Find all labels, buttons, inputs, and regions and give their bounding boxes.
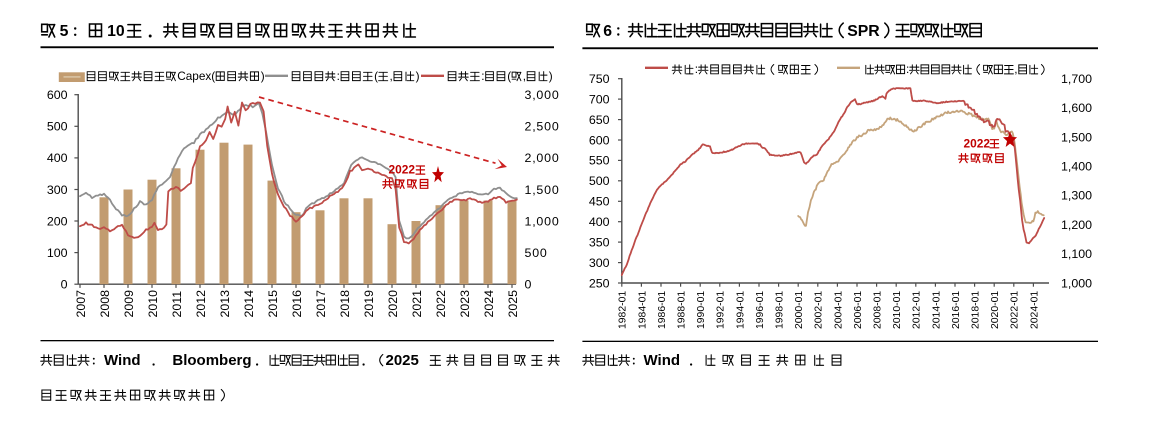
svg-text:1996-01: 1996-01 — [755, 291, 766, 329]
svg-text:2010: 2010 — [146, 290, 160, 318]
svg-text::: : — [481, 69, 484, 83]
svg-text:2023: 2023 — [458, 290, 472, 318]
svg-text:600: 600 — [47, 88, 68, 102]
svg-text:600: 600 — [589, 133, 610, 147]
svg-text:2014: 2014 — [242, 290, 256, 318]
svg-text:2013: 2013 — [218, 290, 232, 318]
svg-text:2016-01: 2016-01 — [951, 291, 962, 329]
svg-text:1,400: 1,400 — [1061, 160, 1092, 174]
svg-text:2024: 2024 — [482, 290, 496, 318]
svg-text:(: ( — [507, 69, 511, 83]
svg-text:2022-01: 2022-01 — [1010, 291, 1021, 329]
svg-text:2004-01: 2004-01 — [833, 291, 844, 329]
svg-text:550: 550 — [589, 154, 610, 168]
svg-text:1998-01: 1998-01 — [775, 291, 786, 329]
svg-text:Wind: Wind — [104, 352, 141, 369]
svg-text:10: 10 — [107, 23, 125, 40]
svg-text:2017: 2017 — [314, 290, 328, 318]
svg-text:2,000: 2,000 — [525, 151, 560, 165]
svg-text:350: 350 — [589, 235, 610, 249]
svg-text:1,700: 1,700 — [1061, 72, 1092, 86]
svg-text:2002-01: 2002-01 — [814, 291, 825, 329]
svg-text:3,000: 3,000 — [525, 88, 560, 102]
svg-text:500: 500 — [47, 120, 68, 134]
svg-text:2022: 2022 — [389, 163, 416, 177]
svg-text:2019: 2019 — [362, 290, 376, 318]
svg-text:5: 5 — [60, 23, 69, 40]
svg-text::: : — [695, 62, 698, 76]
svg-text:2011: 2011 — [170, 291, 184, 318]
svg-text:1986-01: 1986-01 — [657, 291, 668, 329]
svg-text::: : — [906, 62, 909, 76]
svg-text:1988-01: 1988-01 — [677, 291, 688, 329]
svg-text:2010-01: 2010-01 — [892, 291, 903, 329]
svg-text:2,500: 2,500 — [525, 120, 560, 134]
svg-text:1982-01: 1982-01 — [618, 291, 629, 329]
svg-text:1990-01: 1990-01 — [696, 291, 707, 329]
svg-text:): ) — [261, 69, 265, 83]
svg-text:1,500: 1,500 — [1061, 130, 1092, 144]
svg-text:): ) — [416, 69, 420, 83]
svg-text:,: , — [1014, 62, 1017, 76]
svg-text:2012: 2012 — [194, 290, 208, 318]
svg-text:1992-01: 1992-01 — [716, 291, 727, 329]
svg-text:1,200: 1,200 — [1061, 218, 1092, 232]
svg-text:Capex(: Capex( — [177, 69, 215, 83]
svg-text:2025: 2025 — [386, 352, 419, 369]
svg-text:(: ( — [374, 69, 378, 83]
svg-text:2014-01: 2014-01 — [931, 291, 942, 329]
svg-text:1,600: 1,600 — [1061, 101, 1092, 115]
svg-text:2016: 2016 — [290, 290, 304, 318]
svg-text:1,000: 1,000 — [525, 214, 560, 228]
svg-text:2022: 2022 — [434, 290, 448, 318]
svg-text:500: 500 — [525, 246, 548, 260]
svg-text:100: 100 — [47, 246, 68, 260]
svg-text:2000-01: 2000-01 — [794, 291, 805, 329]
svg-text:700: 700 — [589, 92, 610, 106]
svg-text:,: , — [390, 69, 393, 83]
svg-text:2022: 2022 — [964, 136, 991, 150]
svg-text:300: 300 — [47, 183, 68, 197]
svg-text:500: 500 — [589, 174, 610, 188]
svg-text:2008: 2008 — [98, 290, 112, 318]
svg-text:2006-01: 2006-01 — [853, 291, 864, 329]
svg-text:1,300: 1,300 — [1061, 189, 1092, 203]
svg-text:400: 400 — [589, 215, 610, 229]
svg-text:): ) — [549, 69, 553, 83]
svg-text:,: , — [523, 69, 526, 83]
svg-text:2015: 2015 — [266, 290, 280, 318]
svg-text:2007: 2007 — [74, 290, 88, 318]
svg-text:2012-01: 2012-01 — [912, 291, 923, 329]
svg-text:0: 0 — [525, 278, 533, 292]
svg-text:2008-01: 2008-01 — [873, 291, 884, 329]
svg-text:200: 200 — [47, 214, 68, 228]
svg-text:2020-01: 2020-01 — [990, 291, 1001, 329]
svg-text:1984-01: 1984-01 — [637, 291, 648, 329]
svg-text:Bloomberg: Bloomberg — [172, 352, 251, 369]
svg-text:SPR: SPR — [847, 23, 880, 40]
svg-text:250: 250 — [589, 276, 610, 290]
svg-text:2021: 2021 — [410, 290, 424, 318]
svg-text:6: 6 — [603, 23, 612, 40]
svg-text:2009: 2009 — [122, 290, 136, 318]
svg-text:750: 750 — [589, 72, 610, 86]
svg-text:1,500: 1,500 — [525, 183, 560, 197]
svg-text:Wind: Wind — [644, 352, 681, 369]
svg-text:2018-01: 2018-01 — [971, 291, 982, 329]
svg-text:650: 650 — [589, 113, 610, 127]
svg-text:300: 300 — [589, 256, 610, 270]
svg-text:450: 450 — [589, 195, 610, 209]
svg-text:400: 400 — [47, 151, 68, 165]
svg-text:2024-01: 2024-01 — [1029, 291, 1040, 329]
svg-text::: : — [337, 69, 340, 83]
svg-text:1,100: 1,100 — [1061, 247, 1092, 261]
svg-text:2020: 2020 — [386, 290, 400, 318]
svg-text:0: 0 — [61, 278, 68, 292]
svg-text:2018: 2018 — [338, 290, 352, 318]
svg-text:1994-01: 1994-01 — [735, 291, 746, 329]
svg-text:1,000: 1,000 — [1061, 276, 1092, 290]
svg-text:2025: 2025 — [506, 290, 520, 318]
